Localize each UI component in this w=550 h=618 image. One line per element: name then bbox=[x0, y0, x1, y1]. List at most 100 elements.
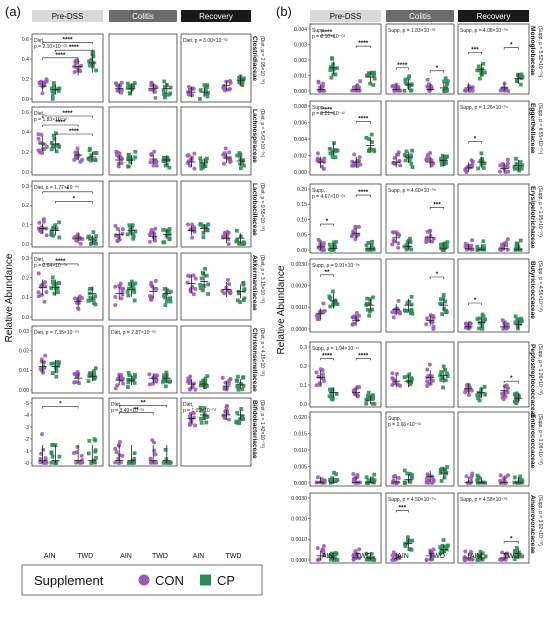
point-con bbox=[390, 553, 395, 558]
point-cp bbox=[205, 414, 210, 419]
point-con bbox=[226, 417, 231, 422]
point-con bbox=[77, 294, 82, 299]
point-cp bbox=[86, 379, 91, 383]
family-label: Akkermansiaceae bbox=[251, 255, 258, 311]
point-con bbox=[396, 245, 401, 250]
point-cp bbox=[130, 223, 135, 228]
y-tick-label: 0.05 bbox=[297, 233, 307, 239]
point-con bbox=[39, 451, 44, 456]
point-cp bbox=[335, 558, 340, 562]
point-cp bbox=[127, 282, 132, 286]
stat-label: Diet, p = 2.87×10⁻⁰² bbox=[111, 330, 156, 336]
point-con bbox=[41, 447, 46, 452]
y-tick-label: 0.002 bbox=[294, 58, 307, 64]
point-cp bbox=[475, 393, 480, 398]
point-cp bbox=[482, 70, 487, 75]
point-con bbox=[431, 161, 436, 166]
y-tick-label: 0.020 bbox=[294, 415, 307, 421]
y-tick-label: 0.0010 bbox=[291, 305, 307, 311]
point-cp bbox=[476, 475, 481, 480]
legend: Supplement CON CP bbox=[21, 564, 263, 596]
point-con bbox=[470, 162, 475, 167]
point-cp bbox=[408, 547, 413, 552]
point-con bbox=[227, 87, 232, 92]
point-cp bbox=[443, 299, 447, 304]
point-cp bbox=[410, 475, 414, 480]
point-cp bbox=[475, 244, 480, 249]
point-cp bbox=[440, 312, 445, 317]
point-cp bbox=[165, 288, 170, 293]
point-cp bbox=[482, 244, 486, 248]
y-tick-label: 0.004 bbox=[294, 27, 307, 33]
point-cp bbox=[131, 236, 136, 241]
point-cp bbox=[127, 223, 132, 228]
point-con bbox=[154, 85, 159, 90]
point-cp bbox=[513, 314, 518, 319]
point-cp bbox=[438, 301, 443, 306]
family-stat-label: (Diet, p = 1.42×10⁻⁰²) bbox=[259, 400, 265, 448]
y-tick-label: 0.2 bbox=[300, 364, 307, 370]
facet-frame bbox=[31, 325, 104, 394]
y-tick-label: 0.01 bbox=[19, 368, 29, 374]
point-cp bbox=[369, 551, 374, 556]
point-con bbox=[354, 310, 359, 315]
phase-header-0 bbox=[310, 10, 381, 22]
significance-bracket bbox=[42, 263, 79, 266]
family-stat-label: (Diet, p = 3.15×10⁻⁰³) bbox=[259, 255, 265, 303]
stat-label: Supp, p = 4.60×10⁻⁰⁵ bbox=[388, 188, 436, 194]
stat-label-line2: p = 2.64×10⁻⁰⁸ bbox=[34, 263, 67, 269]
phase-header-2 bbox=[458, 10, 529, 22]
point-cp bbox=[241, 417, 246, 421]
y-tick-label: 0.0020 bbox=[291, 283, 307, 289]
facet-frame bbox=[309, 492, 382, 564]
point-cp bbox=[410, 473, 415, 478]
point-con bbox=[153, 452, 158, 457]
point-cp bbox=[94, 456, 99, 460]
stat-label-line2: p = 1.03×10⁻⁰² bbox=[183, 408, 216, 414]
point-cp bbox=[333, 552, 337, 557]
significance-bracket bbox=[355, 45, 371, 49]
stat-label: Diet, p = 7.35×10⁻⁰³ bbox=[34, 330, 79, 336]
significance-stars: **** bbox=[358, 352, 369, 359]
point-cp bbox=[519, 166, 524, 171]
stat-label-line2: p = 3.49×10⁻⁰² bbox=[111, 408, 144, 414]
y-tick-label: 0.10 bbox=[297, 217, 307, 223]
significance-bracket bbox=[55, 133, 93, 136]
significance-stars: **** bbox=[55, 119, 66, 126]
point-cp bbox=[441, 538, 446, 542]
facet-frame bbox=[457, 341, 530, 408]
y-tick-label: 0.0020 bbox=[291, 516, 307, 522]
point-cp bbox=[402, 308, 407, 313]
point-cp bbox=[128, 160, 133, 164]
point-cp bbox=[241, 281, 245, 286]
point-cp bbox=[406, 538, 410, 543]
point-cp bbox=[332, 470, 336, 475]
point-con bbox=[391, 474, 396, 479]
point-con bbox=[36, 290, 41, 295]
point-cp bbox=[442, 79, 446, 84]
point-con bbox=[315, 151, 320, 156]
point-con bbox=[113, 284, 118, 289]
point-con bbox=[185, 222, 190, 227]
point-con bbox=[463, 321, 468, 326]
point-con bbox=[113, 223, 118, 228]
point-cp bbox=[371, 396, 375, 401]
point-cp bbox=[444, 161, 448, 165]
point-con bbox=[186, 273, 191, 278]
point-cp bbox=[372, 478, 377, 483]
point-cp bbox=[516, 75, 521, 79]
point-cp bbox=[328, 387, 332, 392]
facet-frame bbox=[180, 106, 252, 176]
stat-label: Supp, p = 1.26×10⁻⁰⁴ bbox=[460, 105, 508, 111]
significance-bracket bbox=[118, 412, 154, 415]
phase-header-label-0: Pre-DSS bbox=[330, 12, 362, 21]
point-cp bbox=[54, 374, 59, 379]
point-con bbox=[396, 475, 401, 480]
family-label: Monoglobaceae bbox=[529, 26, 536, 76]
point-con bbox=[221, 152, 226, 157]
point-cp bbox=[371, 71, 375, 76]
family-label: Clostridiaceae bbox=[251, 36, 258, 81]
facet-frame bbox=[108, 325, 178, 394]
point-cp bbox=[364, 397, 369, 402]
point-con bbox=[426, 152, 431, 157]
